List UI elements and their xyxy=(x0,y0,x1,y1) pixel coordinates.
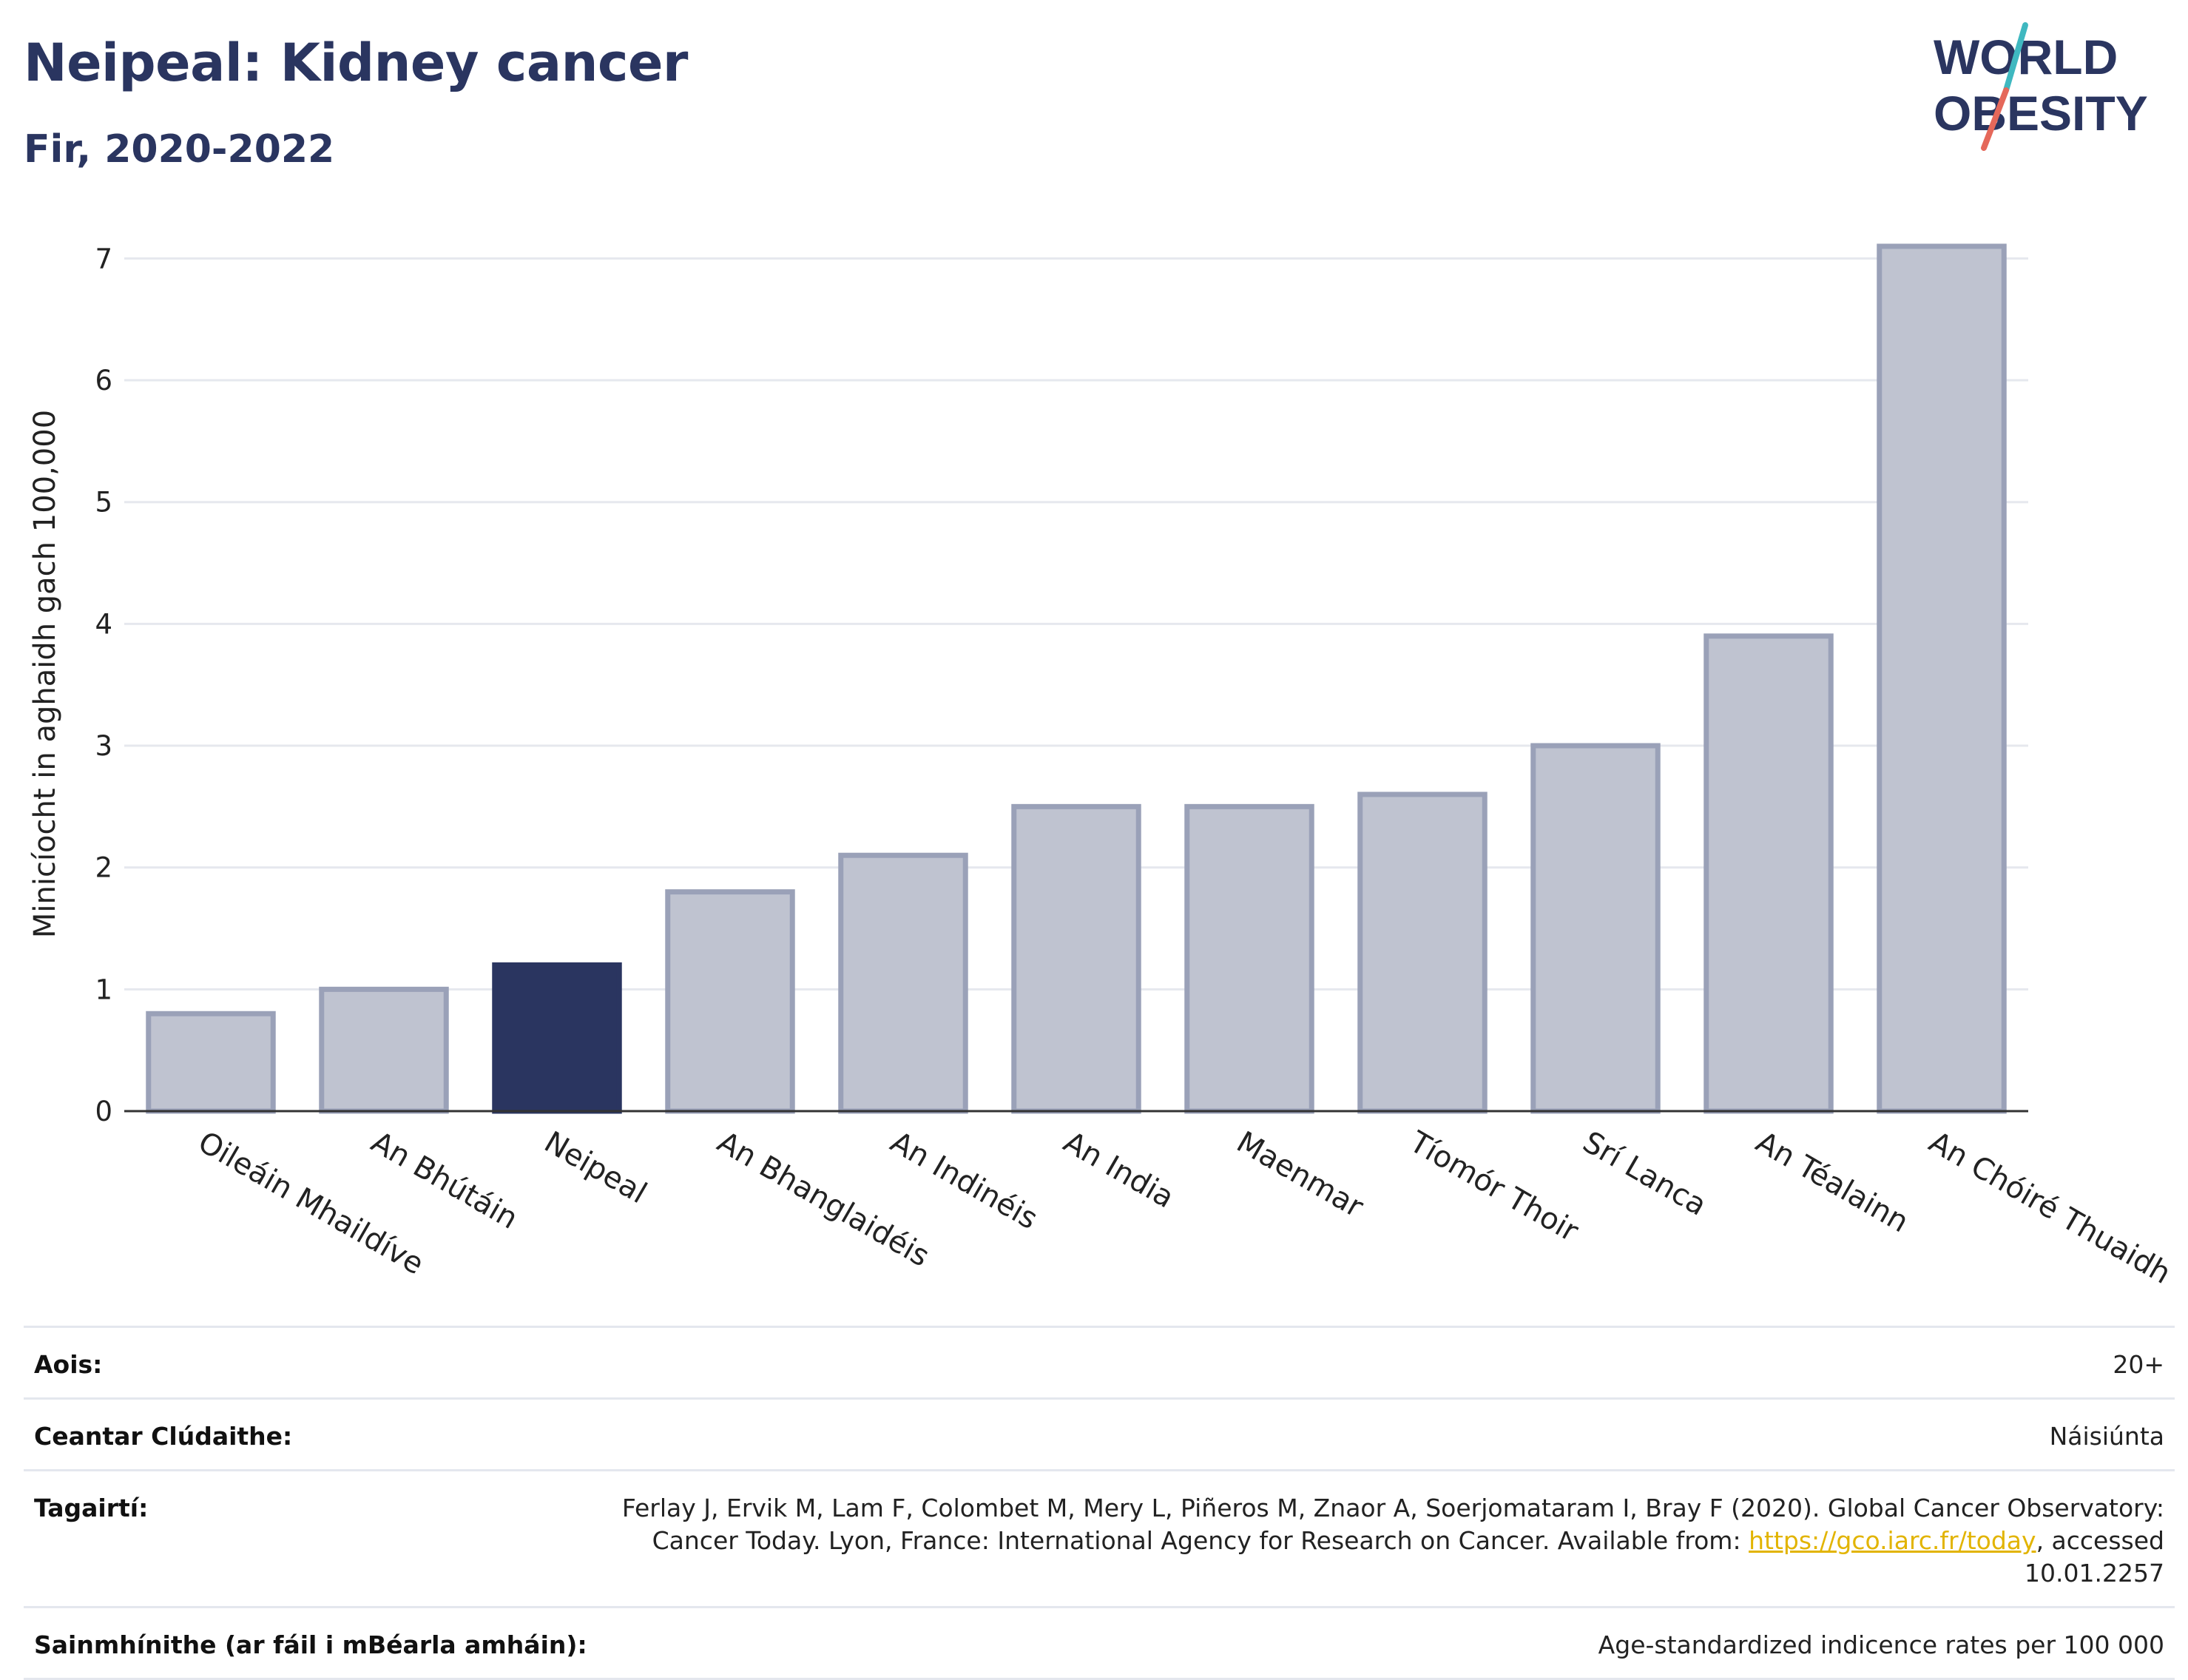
logo-slash-coral xyxy=(1981,87,2009,151)
x-tick-label: An India xyxy=(1058,1125,1180,1215)
y-tick-label: 2 xyxy=(95,852,112,884)
y-tick-label: 7 xyxy=(95,243,112,274)
bar xyxy=(1704,633,1834,1114)
chart-title: Neipeal: Kidney cancer xyxy=(24,33,688,93)
x-tick-label: Tíomór Thoir xyxy=(1403,1124,1584,1249)
info-row-references: Tagairtí: Ferlay J, Ervik M, Lam F, Colo… xyxy=(24,1469,2175,1606)
logo-text-obesity: OBESITY xyxy=(1934,86,2148,141)
logo-slash-teal xyxy=(2003,22,2028,93)
info-table: Aois: 20+ Ceantar Clúdaithe: Náisiúnta T… xyxy=(24,1326,2175,1680)
y-tick-label: 4 xyxy=(95,608,112,640)
info-value-references: Ferlay J, Ervik M, Lam F, Colombet M, Me… xyxy=(611,1492,2164,1590)
y-tick-label: 6 xyxy=(95,365,112,397)
bar-chart: 0 1 2 3 4 5 6 7 Minicíocht in aghaidh gach 100,0… xyxy=(28,243,2176,1291)
reference-text: Ferlay J, Ervik M, Lam F, Colombet M, Me… xyxy=(621,1494,2164,1555)
info-row-coverage: Ceantar Clúdaithe: Náisiúnta xyxy=(24,1397,2175,1469)
bar xyxy=(146,1011,276,1114)
info-row-age: Aois: 20+ xyxy=(24,1326,2175,1397)
y-tick-label: 3 xyxy=(95,730,112,762)
info-value-coverage: Náisiúnta xyxy=(2049,1422,2164,1451)
bar xyxy=(1011,803,1141,1114)
info-label-coverage: Ceantar Clúdaithe: xyxy=(34,1422,293,1451)
bar xyxy=(319,986,449,1114)
reference-link[interactable]: https://gco.iarc.fr/today xyxy=(1749,1526,2036,1555)
x-tick-label: Maenmar xyxy=(1231,1125,1369,1225)
info-label-references: Tagairtí: xyxy=(34,1494,149,1522)
y-axis-label: Minicíocht in aghaidh gach 100,000 xyxy=(28,410,62,938)
bar xyxy=(1877,243,2007,1114)
info-label-definitions: Sainmhínithe (ar fáil i mBéarla amháin): xyxy=(34,1630,587,1659)
x-tick-label: An Téalainn xyxy=(1750,1125,1914,1240)
info-value-age: 20+ xyxy=(2113,1350,2164,1379)
info-value-definitions: Age-standardized indicence rates per 100… xyxy=(1598,1630,2164,1659)
y-tick-label: 0 xyxy=(95,1096,112,1127)
world-obesity-logo: WORLD OBESITY xyxy=(1934,22,2148,151)
bar xyxy=(665,889,795,1114)
y-tick-label: 1 xyxy=(95,974,112,1005)
info-row-definitions: Sainmhínithe (ar fáil i mBéarla amháin):… xyxy=(24,1606,2175,1680)
y-tick-label: 5 xyxy=(95,487,112,519)
bar-highlighted xyxy=(492,962,622,1114)
bar xyxy=(1357,792,1488,1114)
info-label-age: Aois: xyxy=(34,1350,103,1379)
chart-subtitle: Fir, 2020-2022 xyxy=(24,127,335,172)
bar xyxy=(1530,743,1661,1114)
x-tick-label: An Chóiré Thuaidh xyxy=(1923,1125,2176,1291)
bar xyxy=(838,852,968,1114)
x-tick-label: Neipeal xyxy=(538,1125,652,1210)
reference-accessed: , accessed 10.01.2257 xyxy=(2025,1526,2164,1588)
bar xyxy=(1184,803,1314,1114)
x-tick-label: An Indinéis xyxy=(885,1125,1043,1236)
logo-text-world: WORLD xyxy=(1934,30,2118,84)
x-tick-label: An Bhútáin xyxy=(365,1125,524,1236)
x-tick-label: Srí Lanca xyxy=(1577,1125,1712,1223)
